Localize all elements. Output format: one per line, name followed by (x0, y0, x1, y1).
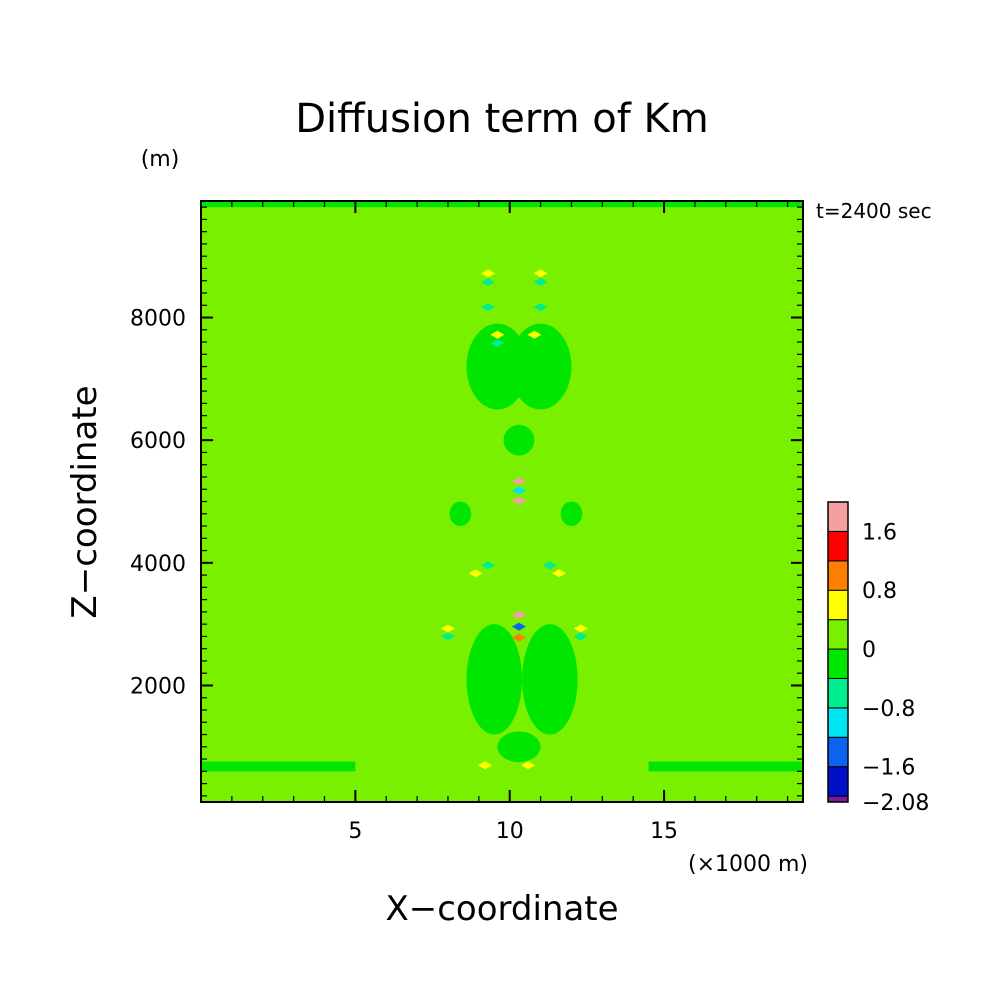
contour-spot (511, 496, 526, 505)
contour-spot (533, 277, 548, 286)
contour-region (497, 731, 541, 763)
contour-spot (511, 486, 526, 495)
contour-region (449, 501, 472, 527)
colorbar-swatch (827, 795, 849, 803)
colorbar-label: −1.6 (862, 756, 915, 781)
colorbar-label: 0.8 (862, 579, 897, 604)
contour-spot (511, 477, 526, 486)
contour-band (201, 761, 356, 772)
x-axis-label: X−coordinate (385, 889, 618, 929)
contour-band (648, 761, 803, 772)
colorbar-swatch (827, 501, 849, 532)
contour-region (560, 501, 583, 527)
contour-region (503, 424, 535, 456)
contour-region (522, 624, 578, 735)
contour-spot (490, 339, 505, 348)
colorbar: 1.6 0.8 0 −0.8 −1.6 −2.08 (827, 501, 929, 816)
time-label: t=2400 sec (816, 199, 932, 223)
contour-spot (511, 622, 526, 631)
contour-region (466, 323, 529, 410)
contour-spot (481, 303, 496, 312)
contour-spot (533, 269, 548, 278)
contour-spot (521, 761, 536, 770)
colorbar-swatch (827, 619, 849, 650)
contour-spot (468, 569, 483, 578)
colorbar-label: 0 (862, 638, 876, 663)
colorbar-swatch (827, 648, 849, 679)
colorbar-frame (827, 501, 849, 803)
colorbar-label: −2.08 (862, 791, 929, 816)
x-tick-label: 10 (496, 819, 524, 844)
x-unit-label: (×1000 m) (688, 852, 808, 877)
contour-spot (542, 561, 557, 570)
contour-region (466, 624, 523, 735)
contour-spot (481, 277, 496, 286)
contour-spot (478, 761, 493, 770)
colorbar-label: 1.6 (862, 520, 897, 545)
y-tick-label: 2000 (130, 674, 186, 699)
x-axis: 5 10 15 (231, 201, 789, 844)
colorbar-swatch (827, 707, 849, 738)
x-tick-label: 5 (348, 819, 362, 844)
contour-spot (527, 330, 542, 339)
contour-spot (440, 632, 455, 641)
contour-spot (490, 330, 505, 339)
contour-spot (511, 633, 526, 642)
y-axis: 2000 4000 6000 8000 (130, 206, 803, 797)
colorbar-swatch (827, 736, 849, 768)
contour-region (509, 323, 572, 410)
colorbar-swatch (827, 766, 849, 797)
contour-spot (511, 610, 526, 619)
colorbar-label: −0.8 (862, 697, 915, 722)
chart-title: Diffusion term of Km (295, 96, 709, 142)
contour-spot (552, 569, 567, 578)
colorbar-swatch (827, 589, 849, 621)
contour-spot (440, 624, 455, 633)
contour-spot (481, 561, 496, 570)
colorbar-swatch (827, 530, 849, 562)
y-tick-label: 6000 (130, 429, 186, 454)
colorbar-swatch (827, 560, 849, 591)
y-axis-label: Z−coordinate (65, 385, 105, 618)
contour-spot (481, 269, 496, 278)
contour-band (201, 201, 803, 208)
plot-area (201, 201, 803, 802)
colorbar-swatch (827, 677, 849, 709)
contour-spot (573, 632, 588, 641)
contour-spot (533, 303, 548, 312)
y-tick-label: 4000 (130, 552, 186, 577)
y-tick-label: 8000 (130, 307, 186, 332)
y-unit-label: (m) (141, 147, 180, 172)
x-tick-label: 15 (650, 819, 678, 844)
contour-spot (573, 624, 588, 633)
